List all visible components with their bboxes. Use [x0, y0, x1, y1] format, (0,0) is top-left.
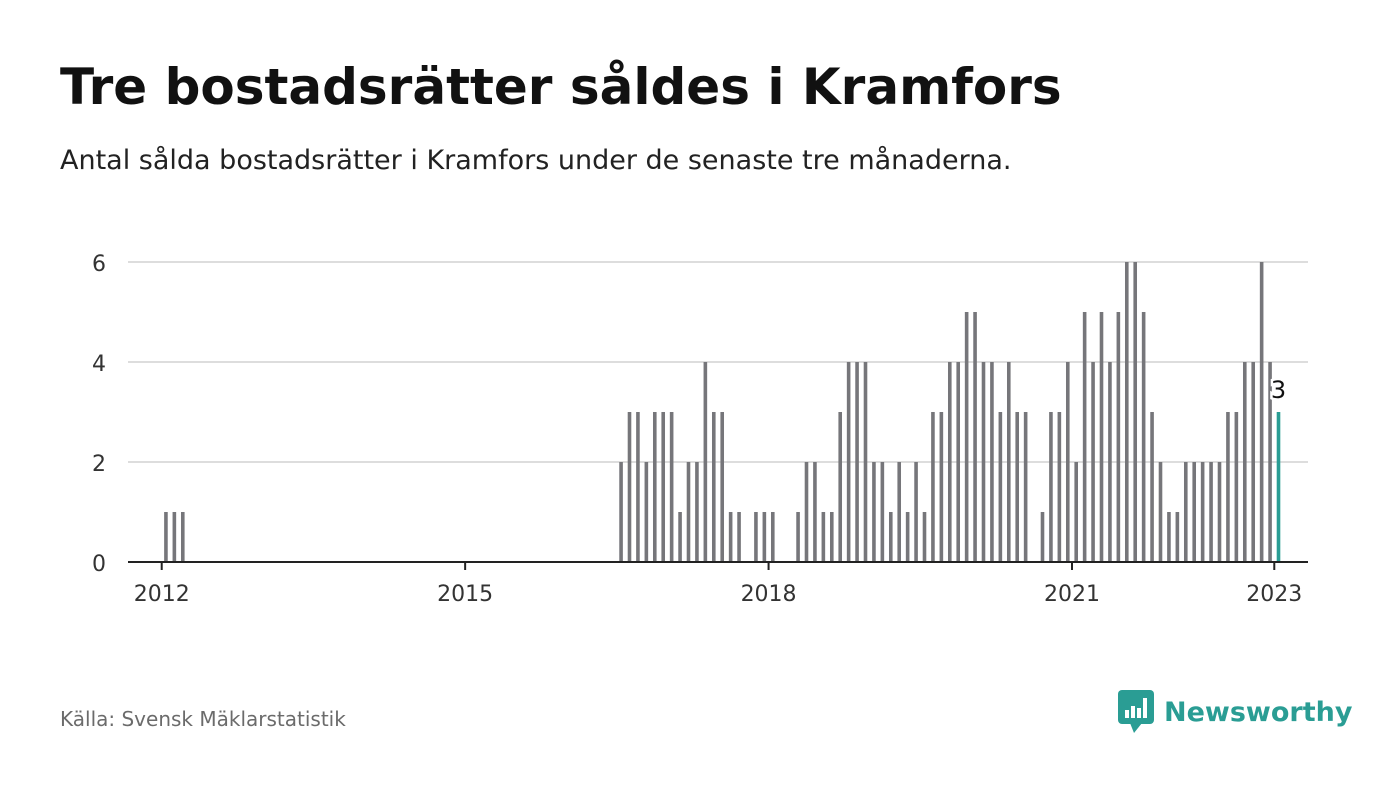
bar	[1124, 262, 1129, 562]
x-tick-label: 2012	[134, 582, 190, 607]
chart-subtitle: Antal sålda bostadsrätter i Kramfors und…	[60, 145, 1012, 176]
x-tick-label: 2021	[1044, 582, 1100, 607]
bar	[1133, 262, 1138, 562]
bar	[939, 412, 944, 562]
x-tick-label: 2023	[1246, 582, 1302, 607]
x-tick-label: 2018	[741, 582, 797, 607]
bar	[1251, 362, 1256, 562]
bar	[762, 512, 767, 562]
bar-chart: 0 2 4 6 2012 2015 2018 2021 2023 3	[92, 252, 1308, 607]
bar	[947, 362, 952, 562]
bar	[1217, 462, 1222, 562]
bar	[931, 412, 935, 562]
bar	[1150, 412, 1154, 562]
bar	[855, 362, 859, 562]
bar	[1226, 412, 1230, 562]
bar	[1192, 462, 1197, 562]
bar	[990, 362, 994, 562]
bar	[737, 512, 741, 562]
bar	[922, 512, 927, 562]
bar	[998, 412, 1003, 562]
bar	[711, 412, 716, 562]
bar	[838, 412, 843, 562]
bar	[1158, 462, 1163, 562]
bar	[172, 512, 177, 562]
bar	[1116, 312, 1121, 562]
bar	[636, 412, 640, 562]
brand-name: Newsworthy	[1164, 696, 1353, 728]
bar	[821, 512, 826, 562]
bar	[956, 362, 961, 562]
bar	[627, 412, 632, 562]
newsworthy-logo-icon	[1118, 690, 1154, 733]
bar	[652, 412, 657, 562]
bar	[728, 512, 733, 562]
bar	[905, 512, 910, 562]
bar	[981, 362, 986, 562]
chart-title: Tre bostadsrätter såldes i Kramfors	[60, 58, 1062, 116]
bar	[964, 312, 969, 562]
bar	[1242, 362, 1247, 562]
bar	[1015, 412, 1020, 562]
axes: 0 2 4 6 2012 2015 2018 2021 2023 3	[92, 252, 1308, 607]
bar	[754, 512, 758, 562]
bar	[1099, 312, 1104, 562]
bar	[720, 412, 725, 562]
bar	[897, 462, 902, 562]
y-tick-label: 6	[92, 252, 106, 277]
bar	[644, 462, 649, 562]
bar	[1108, 362, 1112, 562]
source-note: Källa: Svensk Mäklarstatistik	[60, 707, 346, 731]
bar	[813, 462, 817, 562]
x-tick-label: 2015	[437, 582, 493, 607]
newsworthy-brand: Newsworthy	[1118, 690, 1352, 734]
bar	[1141, 312, 1146, 562]
bar	[180, 512, 185, 562]
bar	[770, 512, 775, 562]
bar	[1023, 412, 1028, 562]
bar	[695, 462, 699, 562]
bar	[1167, 512, 1171, 562]
y-tick-label: 0	[92, 552, 106, 577]
bar	[880, 462, 885, 562]
y-tick-label: 4	[92, 352, 106, 377]
highlight-value-label: 3	[1271, 376, 1286, 404]
bar	[829, 512, 834, 562]
bar	[661, 412, 666, 562]
bar	[1057, 412, 1062, 562]
bar	[1065, 362, 1070, 562]
bar	[863, 362, 868, 562]
bar	[686, 462, 691, 562]
bar	[619, 462, 623, 562]
bar	[164, 512, 168, 562]
bar	[888, 512, 893, 562]
bar	[1091, 362, 1095, 562]
bar	[846, 362, 851, 562]
bar	[1183, 462, 1188, 562]
bar	[678, 512, 682, 562]
bars	[164, 262, 1281, 562]
bar	[973, 312, 977, 562]
bar	[1006, 362, 1011, 562]
y-tick-label: 2	[92, 452, 106, 477]
bar	[1209, 462, 1213, 562]
gridlines	[128, 261, 1308, 463]
bar	[914, 462, 918, 562]
bar	[1082, 312, 1087, 562]
bar	[1175, 512, 1180, 562]
bar	[872, 462, 876, 562]
bar	[1200, 462, 1205, 562]
bar	[669, 412, 674, 562]
bar	[1259, 262, 1264, 562]
bar	[1040, 512, 1045, 562]
bar	[1074, 462, 1079, 562]
bar	[804, 462, 809, 562]
bar-highlight	[1276, 412, 1281, 562]
bar	[703, 362, 708, 562]
bar	[1234, 412, 1239, 562]
bar	[1049, 412, 1053, 562]
bar	[1268, 362, 1272, 562]
bar	[796, 512, 800, 562]
